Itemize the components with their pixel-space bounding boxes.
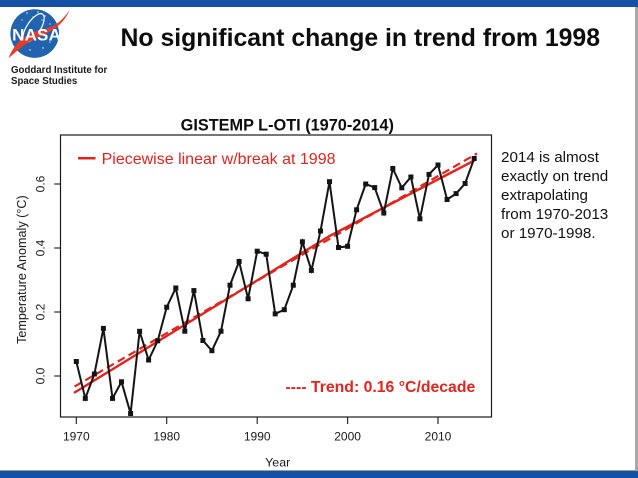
svg-text:Piecewise linear w/break at 19: Piecewise linear w/break at 1998 [102,151,336,168]
svg-text:1970: 1970 [63,430,90,444]
svg-text:1980: 1980 [153,430,180,444]
svg-text:NASA: NASA [12,26,61,45]
svg-text:1990: 1990 [244,430,271,444]
svg-text:0.6: 0.6 [34,175,48,192]
svg-text:2000: 2000 [334,430,361,444]
svg-text:GISTEMP L-OTI (1970-2014): GISTEMP L-OTI (1970-2014) [181,117,394,135]
svg-text:2010: 2010 [425,430,452,444]
svg-text:Year: Year [265,456,290,470]
svg-text:Temperature Anomaly (°C): Temperature Anomaly (°C) [15,195,29,344]
svg-text:0.4: 0.4 [34,239,48,256]
svg-text:0.2: 0.2 [34,303,48,320]
svg-text:0.0: 0.0 [34,367,48,384]
svg-text:---- Trend: 0.16 °C/decade: ---- Trend: 0.16 °C/decade [286,379,476,396]
